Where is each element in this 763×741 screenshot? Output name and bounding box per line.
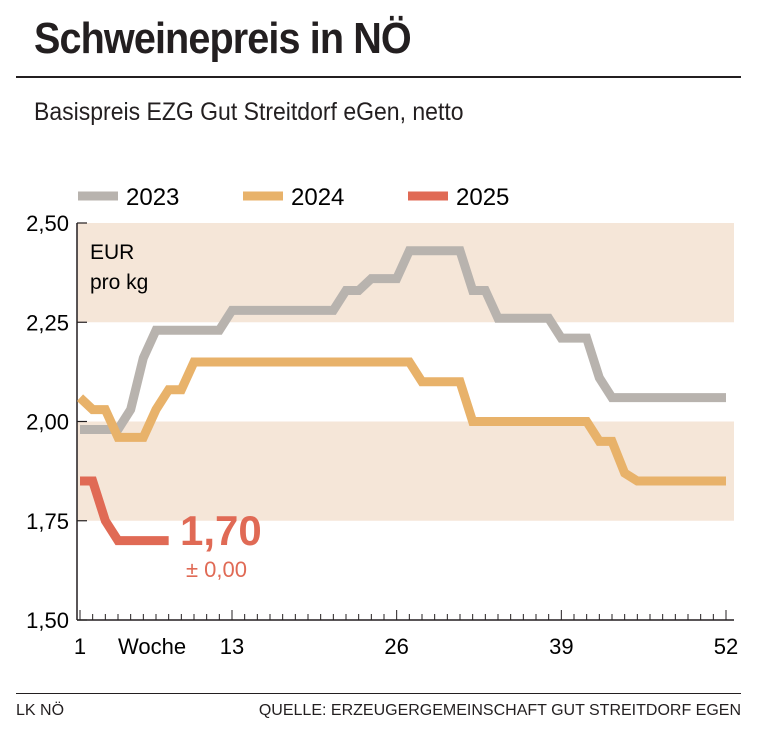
y-tick-label: 2,50 (26, 211, 69, 236)
unit-label-2: pro kg (90, 271, 148, 294)
series-line-2023 (80, 246, 726, 434)
unit-label-1: EUR (90, 241, 134, 264)
y-tick-label: 1,75 (26, 509, 69, 534)
background-band (77, 223, 734, 323)
annotation-value: 1,70 (180, 507, 262, 554)
background-band (77, 421, 734, 521)
chart-subtitle: Basispreis EZG Gut Streitdorf eGen, nett… (34, 98, 464, 126)
series-line-2024 (76, 357, 726, 486)
x-tick-label: 1 (74, 634, 86, 659)
series-line-2025 (80, 476, 169, 546)
title-divider (16, 76, 741, 78)
x-tick-label: 52 (714, 634, 738, 659)
legend-label-2023: 2023 (126, 184, 179, 211)
x-tick-label: 13 (220, 634, 244, 659)
legend-label-2024: 2024 (291, 184, 344, 211)
x-tick-label: 39 (549, 634, 573, 659)
footer-divider (16, 693, 741, 694)
footer-credit: LK NÖ (16, 702, 65, 719)
x-axis-label: Woche (118, 634, 186, 659)
x-tick-label: 26 (384, 634, 408, 659)
y-tick-label: 2,25 (26, 310, 69, 335)
footer-source: QUELLE: ERZEUGERGEMEINSCHAFT GUT STREITD… (258, 702, 741, 719)
y-tick-label: 1,50 (26, 608, 69, 633)
annotation-change: ± 0,00 (186, 557, 247, 582)
legend-label-2025: 2025 (456, 184, 509, 211)
chart-title: Schweinepreis in NÖ (34, 14, 412, 63)
y-tick-label: 2,00 (26, 410, 69, 435)
